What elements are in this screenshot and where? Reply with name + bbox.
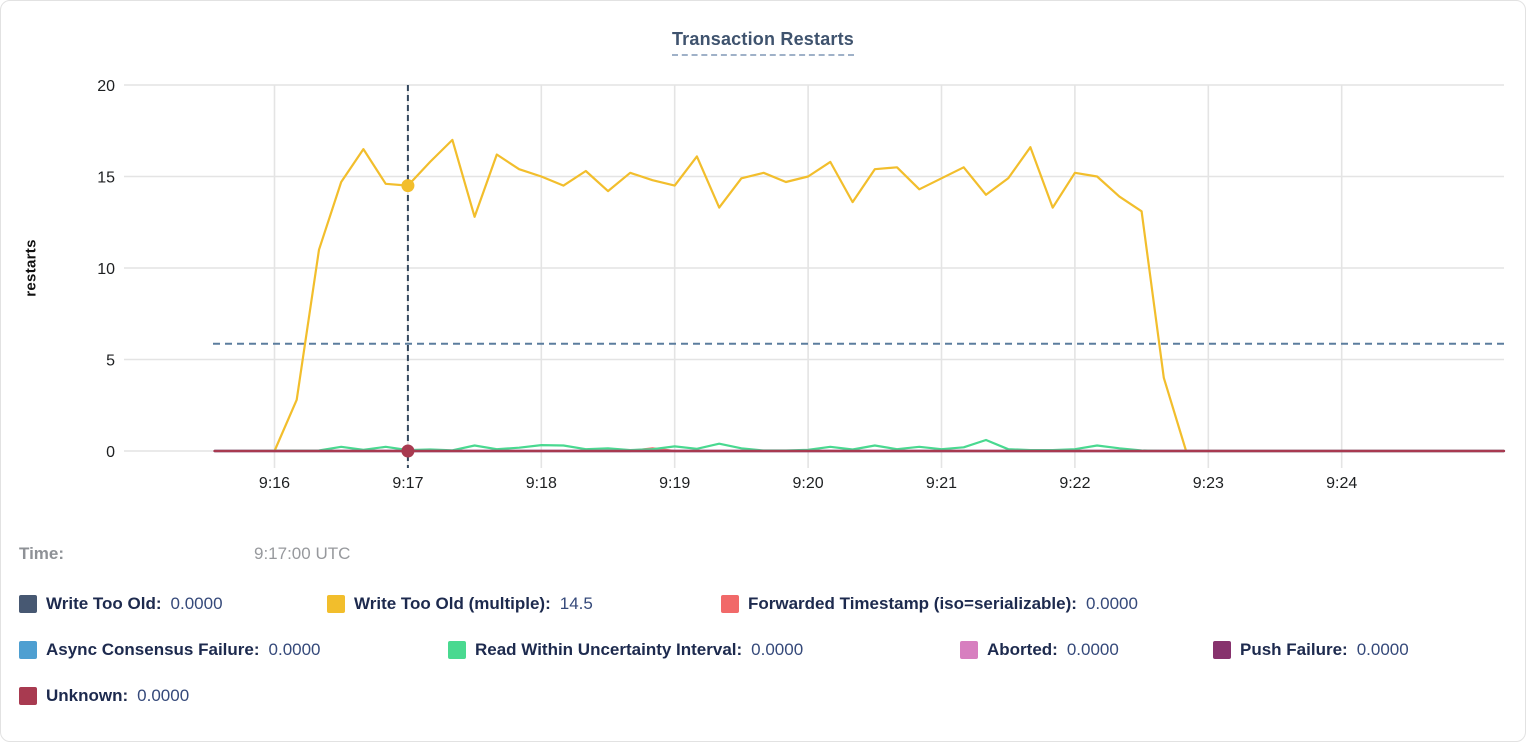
- legend-value: 0.0000: [170, 594, 223, 613]
- x-tick-label: 9:17: [392, 475, 423, 492]
- legend-value: 0.0000: [1356, 640, 1409, 659]
- legend-label: Unknown:: [46, 686, 129, 705]
- aborted-swatch: [960, 641, 978, 659]
- legend-item-push-failure: Push Failure: 0.0000: [1213, 640, 1409, 660]
- legend-item-write-too-old-multiple: Write Too Old (multiple): 14.5: [327, 594, 593, 614]
- legend-label: Push Failure:: [1240, 640, 1348, 659]
- crosshair-dot-unknown: [401, 444, 415, 458]
- legend-item-read-within-uncertainty-interval: Read Within Uncertainty Interval: 0.0000: [448, 640, 803, 660]
- unknown-swatch: [19, 687, 37, 705]
- tooltip-time-value: 9:17:00 UTC: [254, 544, 351, 563]
- y-tick-label: 10: [97, 261, 115, 278]
- y-tick-label: 0: [106, 444, 115, 461]
- series-line-write-too-old-multiple: [273, 138, 1506, 453]
- forwarded-timestamp-swatch: [721, 595, 739, 613]
- legend-label: Async Consensus Failure:: [46, 640, 260, 659]
- legend-label: Write Too Old:: [46, 594, 162, 613]
- legend-label: Write Too Old (multiple):: [354, 594, 551, 613]
- chart-title-wrap: Transaction Restarts: [1, 29, 1525, 56]
- legend-value: 0.0000: [137, 686, 190, 705]
- x-tick-label: 9:22: [1059, 475, 1090, 492]
- legend-value: 0.0000: [751, 640, 804, 659]
- legend-value: 14.5: [559, 594, 593, 613]
- x-tick-label: 9:19: [659, 475, 690, 492]
- x-tick-label: 9:16: [259, 475, 290, 492]
- crosshair-dot-write-too-old-multiple: [401, 179, 415, 193]
- line-chart-plot-area[interactable]: 0 5 10 15 20 9:16 9:17 9:18 9:19 9:20 9:21 9:22 9:23…: [1, 1, 1526, 521]
- y-tick-label: 5: [106, 353, 115, 370]
- x-tick-label: 9:18: [526, 475, 557, 492]
- x-tick-label: 9:21: [926, 475, 957, 492]
- legend-item-aborted: Aborted: 0.0000: [960, 640, 1119, 660]
- push-failure-swatch: [1213, 641, 1231, 659]
- legend-label: Read Within Uncertainty Interval:: [475, 640, 743, 659]
- legend-item-write-too-old: Write Too Old: 0.0000: [19, 594, 223, 614]
- tooltip-time-label: Time:: [19, 544, 65, 563]
- legend-item-async-consensus-failure: Async Consensus Failure: 0.0000: [19, 640, 321, 660]
- write-too-old-swatch: [19, 595, 37, 613]
- legend-label: Forwarded Timestamp (iso=serializable):: [748, 594, 1077, 613]
- chart-title[interactable]: Transaction Restarts: [671, 29, 855, 56]
- legend-item-unknown: Unknown: 0.0000: [19, 686, 189, 706]
- async-consensus-failure-swatch: [19, 641, 37, 659]
- legend-label: Aborted:: [987, 640, 1058, 659]
- legend-value: 0.0000: [1085, 594, 1138, 613]
- legend-item-forwarded-timestamp: Forwarded Timestamp (iso=serializable): …: [721, 594, 1138, 614]
- y-tick-label: 20: [97, 78, 115, 95]
- legend-value: 0.0000: [268, 640, 321, 659]
- write-too-old-multiple-swatch: [327, 595, 345, 613]
- x-tick-label: 9:24: [1326, 475, 1357, 492]
- legend-value: 0.0000: [1066, 640, 1119, 659]
- y-tick-label: 15: [97, 170, 115, 187]
- x-tick-label: 9:23: [1193, 475, 1224, 492]
- read-within-uncertainty-interval-swatch: [448, 641, 466, 659]
- x-tick-label: 9:20: [793, 475, 824, 492]
